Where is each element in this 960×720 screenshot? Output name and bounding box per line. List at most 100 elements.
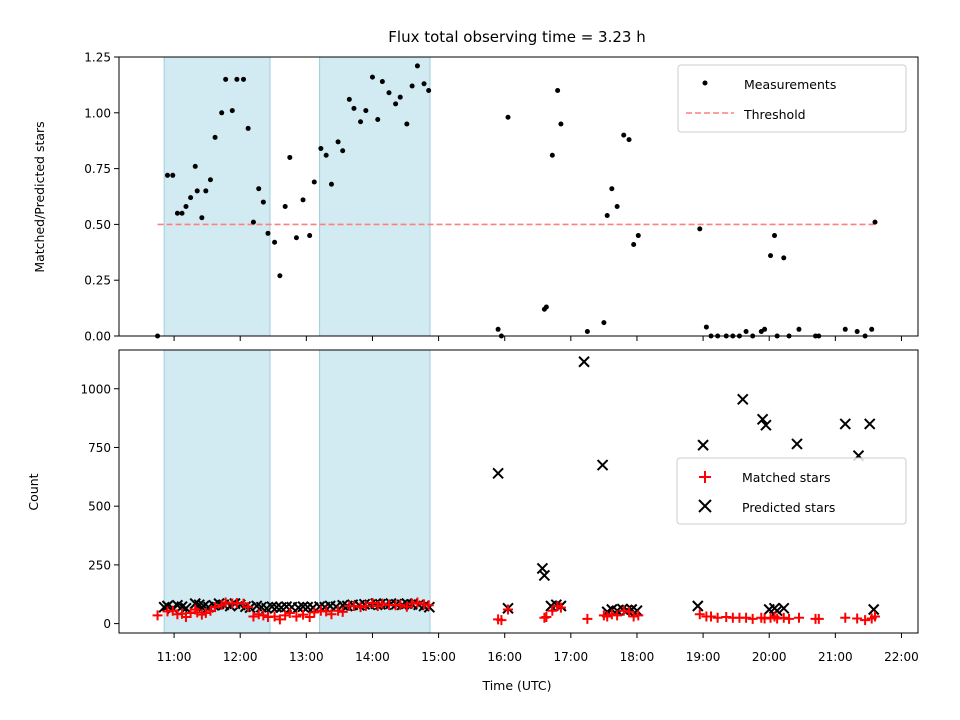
bottom-x-tick-label: 11:00 — [157, 650, 192, 664]
measurement-point — [495, 326, 501, 332]
bottom-x-tick-label: 17:00 — [554, 650, 589, 664]
bottom-x-tick-label: 22:00 — [884, 650, 919, 664]
predicted-star-point — [578, 356, 590, 368]
matched-star-point — [503, 604, 514, 615]
matched-star-point — [618, 605, 629, 616]
top-y-axis-label: Matched/Predicted stars — [32, 121, 47, 272]
bottom-y-axis-label: Count — [26, 473, 41, 510]
matched-star-point — [412, 597, 423, 608]
bottom-y-tick-label: 250 — [88, 558, 111, 572]
measurement-point — [703, 324, 709, 330]
matched-star-point — [258, 610, 269, 621]
matched-star-point — [624, 606, 635, 617]
bottom-y-tick-label: 750 — [88, 441, 111, 455]
top-y-tick-label: 1.00 — [84, 106, 111, 120]
measurement-point — [505, 114, 511, 120]
legend-predicted-marker — [698, 499, 712, 513]
matched-star-point — [633, 610, 644, 621]
legend-measurements-marker — [702, 80, 708, 86]
top-y-tick-label: 1.25 — [84, 51, 111, 65]
measurement-point — [386, 90, 392, 96]
top-shaded-interval-1 — [319, 56, 431, 337]
measurement-point — [781, 255, 787, 261]
measurement-point — [183, 204, 189, 210]
matched-star-point — [333, 605, 344, 616]
matched-star-point — [360, 600, 371, 611]
measurement-point — [229, 108, 235, 114]
measurement-point — [397, 94, 403, 100]
bottom-x-tick-label: 21:00 — [818, 650, 853, 664]
measurement-point — [404, 121, 410, 127]
matched-star-point — [706, 611, 717, 622]
matched-star-point — [248, 611, 259, 622]
measurement-point — [340, 148, 346, 154]
bottom-x-tick-label: 12:00 — [223, 650, 258, 664]
matched-star-point — [784, 613, 795, 624]
top-shaded-interval-0 — [163, 56, 271, 337]
measurement-point — [631, 241, 637, 247]
matched-star-point — [423, 600, 434, 611]
matched-star-point — [321, 606, 332, 617]
predicted-star-point — [737, 393, 749, 406]
matched-star-point — [355, 602, 366, 613]
bottom-legend-box — [676, 457, 907, 525]
legend-matched-marker — [699, 471, 711, 483]
top-chart-title: Flux total observing time = 3.23 h — [388, 28, 645, 46]
measurement-point — [170, 172, 176, 178]
predicted-star-point — [596, 459, 609, 471]
predicted-star-point — [867, 603, 880, 616]
measurement-point — [549, 152, 555, 158]
matched-star-point — [582, 613, 593, 624]
bottom-shaded-interval-0 — [163, 349, 271, 634]
legend-threshold-label: Threshold — [743, 107, 806, 122]
measurement-point — [234, 76, 240, 82]
measurement-point — [245, 125, 251, 131]
bottom-x-tick-label: 13:00 — [289, 650, 324, 664]
measurement-point — [854, 329, 860, 335]
matched-star-point — [284, 608, 295, 619]
measurement-point — [293, 235, 299, 241]
matched-star-point — [253, 609, 264, 620]
matched-star-point — [628, 611, 639, 622]
top-x-ticks — [173, 336, 902, 341]
matched-star-point — [326, 609, 337, 620]
measurement-point — [796, 326, 802, 332]
legend-measurements-label: Measurements — [744, 77, 836, 92]
measurement-point — [555, 87, 561, 93]
measurement-point — [287, 154, 293, 160]
matched-star-point — [269, 611, 280, 622]
measurement-point — [772, 233, 778, 239]
matched-star-point — [813, 613, 824, 624]
top-plot-frame — [118, 56, 919, 337]
bottom-y-tick-label: 1000 — [80, 382, 111, 396]
matched-star-point — [778, 612, 789, 623]
predicted-star-point — [297, 600, 309, 613]
measurement-point — [192, 163, 198, 169]
predicted-star-point — [778, 602, 790, 615]
measurement-point — [188, 195, 194, 201]
measurement-point — [635, 233, 641, 239]
measurement-point — [219, 110, 225, 116]
measurement-point — [335, 139, 341, 145]
measurement-point — [543, 304, 549, 310]
matched-star-point — [870, 611, 881, 622]
bottom-plot-frame — [118, 349, 919, 634]
bottom-legend: Matched stars Predicted stars — [676, 457, 907, 525]
matched-star-point — [210, 602, 221, 613]
measurement-point — [194, 188, 200, 194]
matched-star-point — [401, 601, 412, 612]
predicted-star-point — [492, 467, 504, 480]
matched-star-point — [298, 609, 309, 620]
measurement-point — [369, 74, 375, 80]
matched-star-point — [337, 606, 348, 617]
measurement-point — [346, 96, 352, 102]
matched-star-points — [152, 597, 881, 626]
matched-star-point — [612, 610, 623, 621]
predicted-star-point — [536, 562, 549, 575]
measurement-point — [250, 219, 256, 225]
bottom-x-tick-label: 19:00 — [686, 650, 721, 664]
top-legend: Measurements Threshold — [677, 64, 907, 133]
matched-star-point — [309, 607, 320, 618]
measurement-point — [614, 204, 620, 210]
measurement-point — [174, 210, 180, 216]
